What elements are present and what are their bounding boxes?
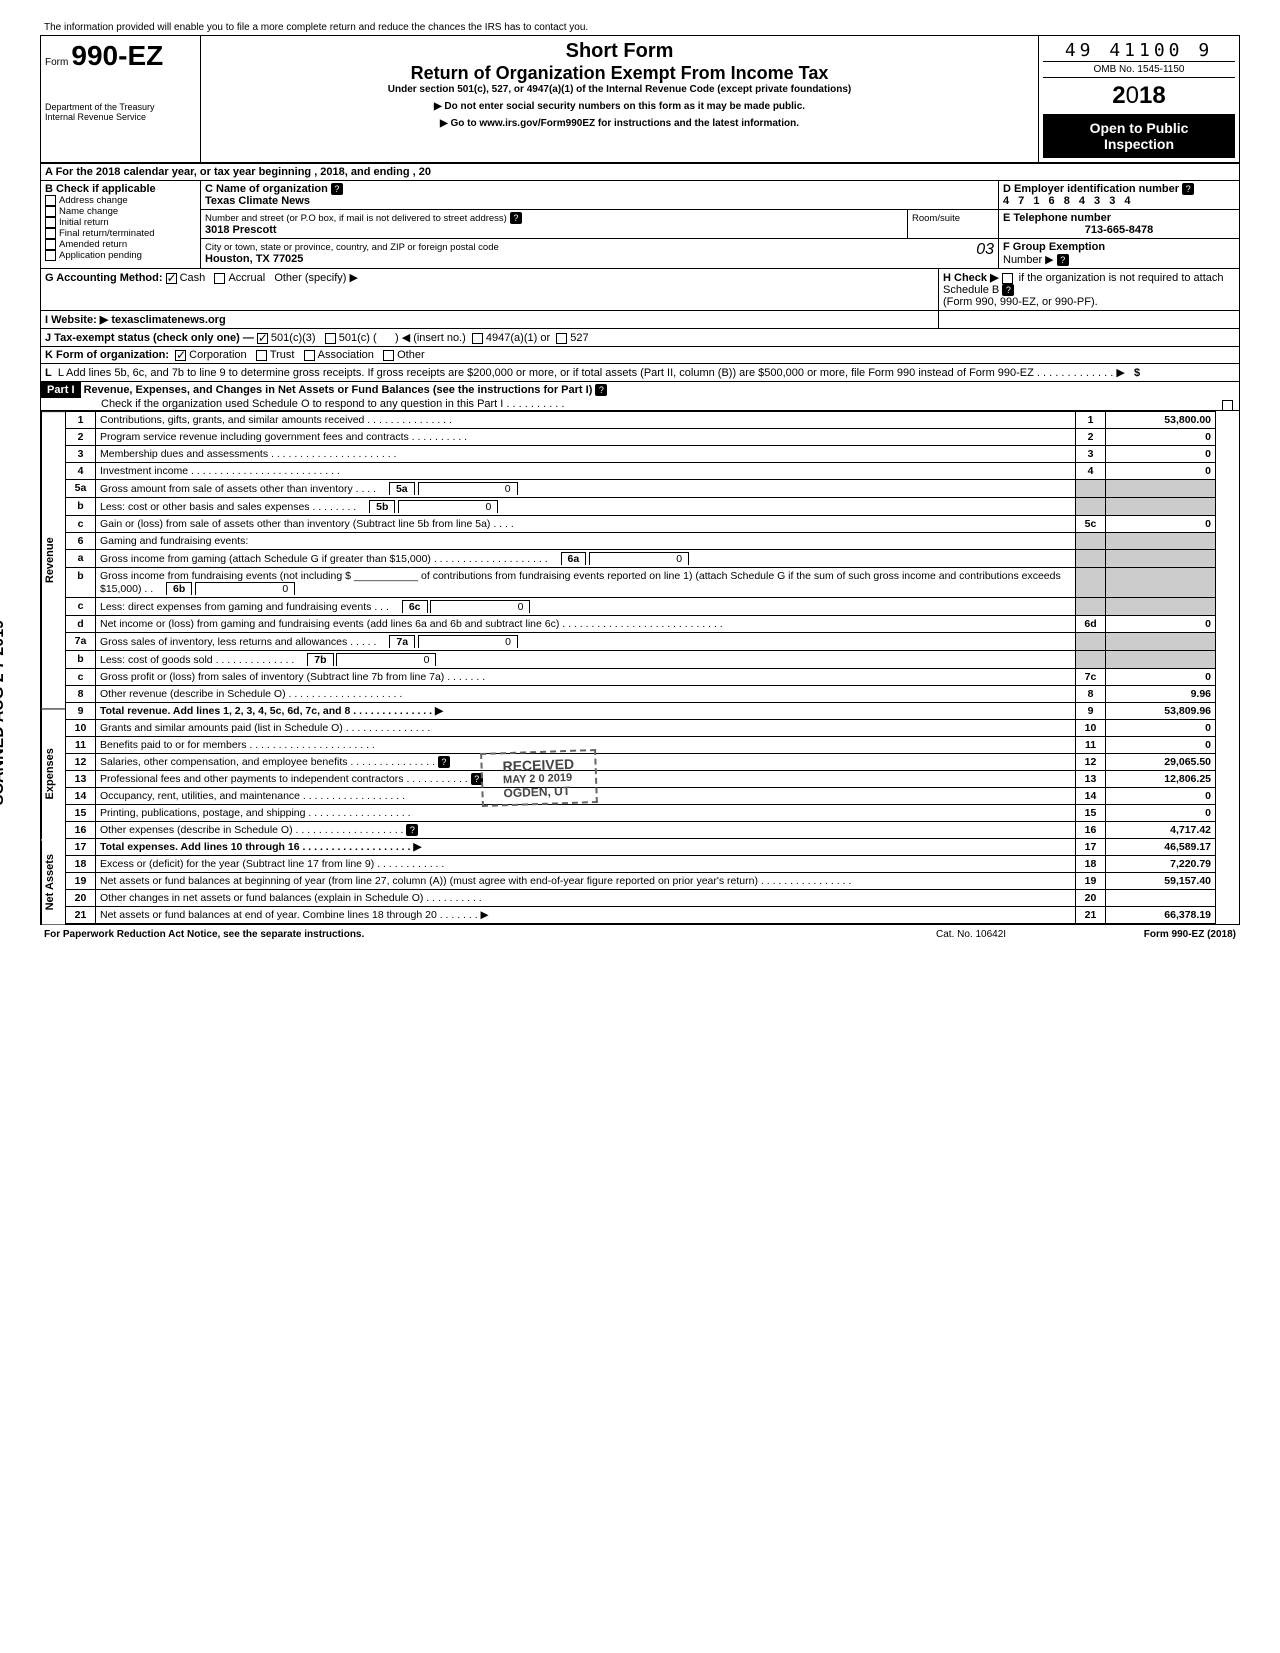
- info-icon: ?: [595, 384, 607, 396]
- subtitle: Under section 501(c), 527, or 4947(a)(1)…: [205, 84, 1034, 95]
- dept-treasury: Department of the Treasury: [45, 102, 196, 112]
- cb-amended-return[interactable]: [45, 239, 56, 250]
- section-l: L L Add lines 5b, 6c, and 7b to line 9 t…: [41, 364, 1239, 382]
- section-b: B Check if applicable Address change Nam…: [41, 181, 201, 268]
- instruction-web: Go to www.irs.gov/Form990EZ for instruct…: [205, 118, 1034, 129]
- d-ein: 4 7 1 6 8 4 3 3 4: [1003, 195, 1134, 207]
- cb-application-pending[interactable]: [45, 250, 56, 261]
- side-netassets: Net Assets: [41, 840, 65, 924]
- cb-501c3[interactable]: [257, 333, 268, 344]
- c-city: Houston, TX 77025: [205, 253, 303, 265]
- cb-final-return[interactable]: [45, 228, 56, 239]
- e-phone: 713-665-8478: [1003, 224, 1235, 236]
- section-a: A For the 2018 calendar year, or tax yea…: [41, 164, 1239, 181]
- c-city-label: City or town, state or province, country…: [205, 242, 499, 253]
- cb-sched-b[interactable]: [1002, 273, 1013, 284]
- d-label: D Employer identification number: [1003, 183, 1179, 195]
- cb-address-change[interactable]: [45, 195, 56, 206]
- cb-trust[interactable]: [256, 350, 267, 361]
- part1-title: Revenue, Expenses, and Changes in Net As…: [84, 384, 593, 396]
- data-table: 1Contributions, gifts, grants, and simil…: [65, 411, 1216, 924]
- e-label: E Telephone number: [1003, 212, 1111, 224]
- footer-right: Form 990-EZ (2018): [1086, 929, 1236, 940]
- info-icon: ?: [1002, 284, 1014, 296]
- c-street: 3018 Prescott: [205, 224, 277, 236]
- open-public-2: Inspection: [1049, 136, 1229, 152]
- cb-501c[interactable]: [325, 333, 336, 344]
- cb-other-org[interactable]: [383, 350, 394, 361]
- omb: OMB No. 1545-1150: [1043, 61, 1235, 78]
- b-label: B Check if applicable: [45, 183, 196, 195]
- tax-year: 20201818: [1043, 78, 1235, 114]
- top-note: The information provided will enable you…: [40, 20, 1240, 35]
- form-prefix: Form: [45, 57, 68, 68]
- header-left: Form 990-EZ Department of the Treasury I…: [41, 36, 201, 162]
- footer: For Paperwork Reduction Act Notice, see …: [40, 925, 1240, 944]
- form-number: 990-EZ: [71, 40, 163, 71]
- cb-corporation[interactable]: [175, 350, 186, 361]
- open-public-1: Open to Public: [1049, 120, 1229, 136]
- c-label: C Name of organization: [205, 183, 328, 195]
- info-icon: ?: [510, 212, 522, 224]
- header-right: 49 41100 9 OMB No. 1545-1150 20201818 Op…: [1039, 36, 1239, 162]
- side-revenue: Revenue: [41, 411, 65, 708]
- section-j: J Tax-exempt status (check only one) — 5…: [41, 329, 1239, 347]
- section-k: K Form of organization: Corporation Trus…: [41, 347, 1239, 364]
- cb-name-change[interactable]: [45, 206, 56, 217]
- g-label: G Accounting Method:: [45, 272, 163, 284]
- h-label: H Check ▶: [943, 272, 999, 284]
- title-main: Return of Organization Exempt From Incom…: [205, 63, 1034, 84]
- c-org-name: Texas Climate News: [205, 195, 310, 207]
- i-website: texasclimatenews.org: [111, 314, 225, 326]
- part1-check: Check if the organization used Schedule …: [41, 398, 564, 410]
- cb-association[interactable]: [304, 350, 315, 361]
- c-street-label: Number and street (or P.O box, if mail i…: [205, 213, 507, 224]
- c-room-value: 03: [954, 241, 994, 265]
- info-icon: ?: [1182, 183, 1194, 195]
- info-icon: ?: [331, 183, 343, 195]
- info-icon: ?: [1057, 254, 1069, 266]
- f-label: F Group Exemption: [1003, 241, 1105, 253]
- open-public: Open to Public Inspection: [1043, 114, 1235, 158]
- cb-schedule-o[interactable]: [1222, 400, 1233, 411]
- footer-left: For Paperwork Reduction Act Notice, see …: [44, 929, 936, 940]
- footer-mid: Cat. No. 10642I: [936, 929, 1086, 940]
- form-container: Form 990-EZ Department of the Treasury I…: [40, 35, 1240, 925]
- dept-irs: Internal Revenue Service: [45, 112, 196, 122]
- short-form-label: Short Form: [205, 40, 1034, 63]
- side-expenses: Expenses: [41, 708, 65, 839]
- cb-4947[interactable]: [472, 333, 483, 344]
- part1-label: Part I: [41, 382, 81, 398]
- i-label: I Website: ▶: [45, 314, 108, 326]
- cb-cash[interactable]: [166, 273, 177, 284]
- scanned-stamp: SCANNED AUG 2 7 2019: [0, 620, 8, 805]
- instruction-ssn: Do not enter social security numbers on …: [205, 101, 1034, 112]
- c-room-label: Room/suite: [912, 213, 960, 224]
- dln: 49 41100 9: [1043, 40, 1235, 61]
- cb-accrual[interactable]: [214, 273, 225, 284]
- h-sub: (Form 990, 990-EZ, or 990-PF).: [943, 296, 1098, 308]
- cb-527[interactable]: [556, 333, 567, 344]
- f-label2: Number ▶: [1003, 254, 1054, 266]
- header-center: Short Form Return of Organization Exempt…: [201, 36, 1039, 162]
- cb-initial-return[interactable]: [45, 217, 56, 228]
